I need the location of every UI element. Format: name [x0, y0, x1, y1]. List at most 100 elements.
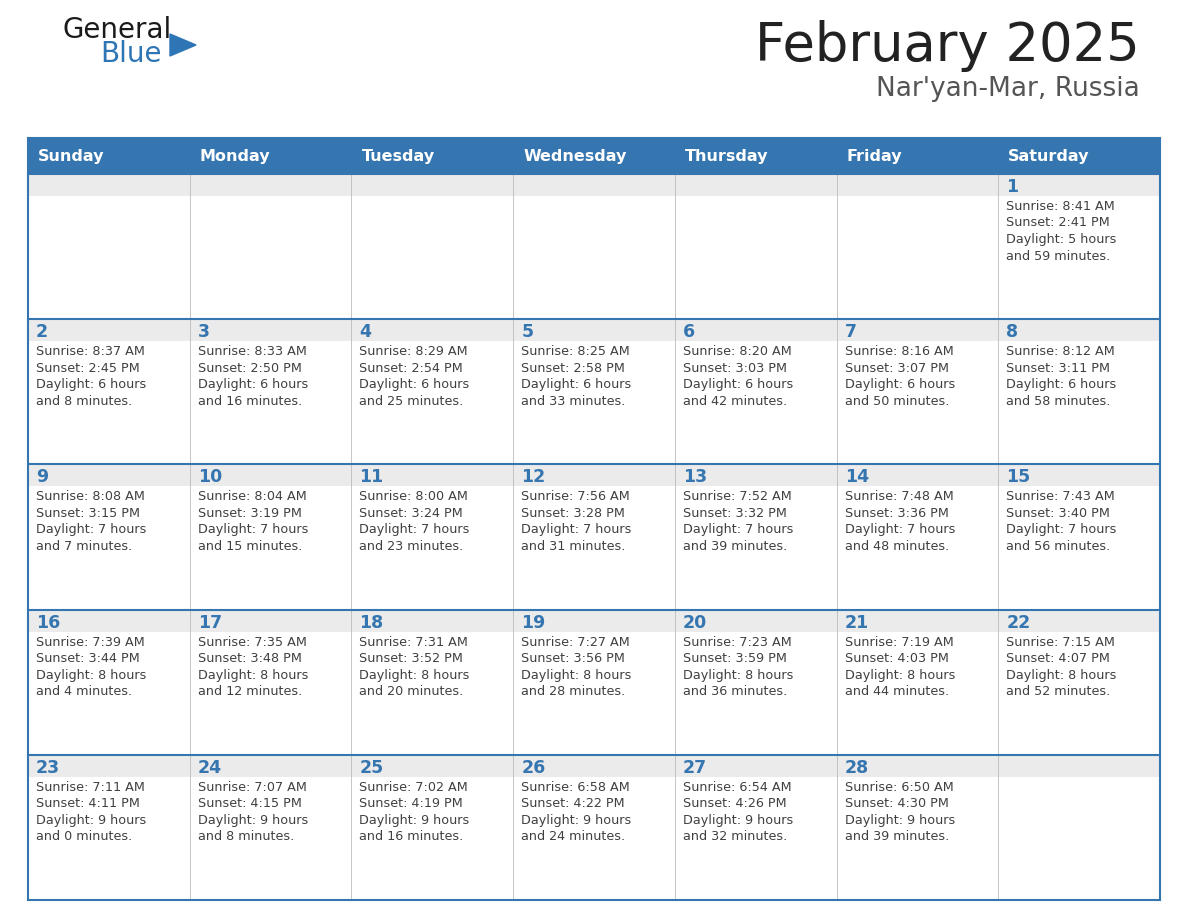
- Text: Sunrise: 7:02 AM: Sunrise: 7:02 AM: [360, 781, 468, 794]
- Bar: [352, 465, 513, 487]
- Text: Daylight: 8 hours: Daylight: 8 hours: [845, 668, 955, 681]
- Text: Sunset: 3:28 PM: Sunset: 3:28 PM: [522, 507, 625, 520]
- Bar: [513, 319, 675, 465]
- Text: Sunrise: 8:33 AM: Sunrise: 8:33 AM: [197, 345, 307, 358]
- Bar: [352, 465, 513, 610]
- Bar: [998, 610, 1159, 755]
- Text: Sunset: 3:24 PM: Sunset: 3:24 PM: [360, 507, 463, 520]
- Bar: [836, 610, 998, 632]
- Bar: [513, 755, 675, 777]
- Text: 8: 8: [1006, 323, 1018, 341]
- Text: 2: 2: [36, 323, 49, 341]
- Bar: [29, 138, 190, 174]
- Text: Daylight: 7 hours: Daylight: 7 hours: [522, 523, 632, 536]
- Text: Sunset: 3:32 PM: Sunset: 3:32 PM: [683, 507, 786, 520]
- Text: Sunrise: 8:08 AM: Sunrise: 8:08 AM: [36, 490, 145, 503]
- Text: Sunset: 3:19 PM: Sunset: 3:19 PM: [197, 507, 302, 520]
- Text: Daylight: 6 hours: Daylight: 6 hours: [360, 378, 469, 391]
- Bar: [836, 755, 998, 900]
- Bar: [29, 465, 190, 487]
- Bar: [352, 755, 513, 900]
- Text: Sunrise: 7:19 AM: Sunrise: 7:19 AM: [845, 635, 953, 649]
- Text: Sunset: 2:45 PM: Sunset: 2:45 PM: [36, 362, 140, 375]
- Text: Daylight: 8 hours: Daylight: 8 hours: [360, 668, 469, 681]
- Bar: [836, 138, 998, 174]
- Bar: [998, 319, 1159, 465]
- Text: Daylight: 7 hours: Daylight: 7 hours: [36, 523, 146, 536]
- Bar: [352, 610, 513, 755]
- Bar: [836, 465, 998, 610]
- Text: Daylight: 8 hours: Daylight: 8 hours: [36, 668, 146, 681]
- Text: and 20 minutes.: and 20 minutes.: [360, 685, 463, 698]
- Text: Sunrise: 8:41 AM: Sunrise: 8:41 AM: [1006, 200, 1116, 213]
- Text: Friday: Friday: [847, 149, 902, 163]
- Text: Daylight: 7 hours: Daylight: 7 hours: [845, 523, 955, 536]
- Bar: [836, 174, 998, 319]
- Text: Daylight: 9 hours: Daylight: 9 hours: [36, 813, 146, 827]
- Bar: [190, 174, 352, 319]
- Bar: [190, 174, 352, 196]
- Text: 5: 5: [522, 323, 533, 341]
- Text: Daylight: 9 hours: Daylight: 9 hours: [683, 813, 794, 827]
- Text: Daylight: 6 hours: Daylight: 6 hours: [36, 378, 146, 391]
- Text: Daylight: 9 hours: Daylight: 9 hours: [845, 813, 955, 827]
- Text: 20: 20: [683, 613, 707, 632]
- Text: Sunrise: 7:48 AM: Sunrise: 7:48 AM: [845, 490, 953, 503]
- Polygon shape: [170, 34, 196, 56]
- Bar: [998, 465, 1159, 610]
- Bar: [675, 755, 836, 900]
- Text: and 8 minutes.: and 8 minutes.: [36, 395, 132, 408]
- Bar: [513, 610, 675, 755]
- Text: Sunrise: 7:52 AM: Sunrise: 7:52 AM: [683, 490, 791, 503]
- Text: and 15 minutes.: and 15 minutes.: [197, 540, 302, 553]
- Text: Sunset: 4:03 PM: Sunset: 4:03 PM: [845, 652, 948, 666]
- Text: 1: 1: [1006, 178, 1018, 196]
- Text: 25: 25: [360, 759, 384, 777]
- Bar: [675, 465, 836, 610]
- Bar: [190, 610, 352, 632]
- Bar: [513, 138, 675, 174]
- Text: General: General: [62, 16, 171, 44]
- Text: 24: 24: [197, 759, 222, 777]
- Text: Daylight: 8 hours: Daylight: 8 hours: [1006, 668, 1117, 681]
- Text: Daylight: 7 hours: Daylight: 7 hours: [1006, 523, 1117, 536]
- Text: Sunrise: 8:37 AM: Sunrise: 8:37 AM: [36, 345, 145, 358]
- Text: Sunset: 2:41 PM: Sunset: 2:41 PM: [1006, 217, 1110, 230]
- Bar: [675, 319, 836, 341]
- Text: and 7 minutes.: and 7 minutes.: [36, 540, 132, 553]
- Text: Daylight: 6 hours: Daylight: 6 hours: [522, 378, 631, 391]
- Text: 4: 4: [360, 323, 372, 341]
- Text: and 56 minutes.: and 56 minutes.: [1006, 540, 1111, 553]
- Bar: [513, 319, 675, 341]
- Bar: [29, 755, 190, 777]
- Text: Sunrise: 8:12 AM: Sunrise: 8:12 AM: [1006, 345, 1116, 358]
- Text: Nar'yan-Mar, Russia: Nar'yan-Mar, Russia: [877, 76, 1140, 102]
- Bar: [29, 174, 190, 196]
- Text: Blue: Blue: [100, 40, 162, 68]
- Text: and 59 minutes.: and 59 minutes.: [1006, 250, 1111, 263]
- Text: Sunrise: 7:11 AM: Sunrise: 7:11 AM: [36, 781, 145, 794]
- Text: and 8 minutes.: and 8 minutes.: [197, 830, 293, 844]
- Bar: [513, 465, 675, 610]
- Bar: [352, 174, 513, 319]
- Text: Sunrise: 8:16 AM: Sunrise: 8:16 AM: [845, 345, 953, 358]
- Bar: [29, 465, 190, 610]
- Text: Sunset: 4:22 PM: Sunset: 4:22 PM: [522, 798, 625, 811]
- Bar: [513, 174, 675, 196]
- Bar: [998, 138, 1159, 174]
- Text: 6: 6: [683, 323, 695, 341]
- Text: Sunset: 4:07 PM: Sunset: 4:07 PM: [1006, 652, 1110, 666]
- Bar: [998, 174, 1159, 196]
- Text: Sunset: 4:26 PM: Sunset: 4:26 PM: [683, 798, 786, 811]
- Text: Sunrise: 7:15 AM: Sunrise: 7:15 AM: [1006, 635, 1116, 649]
- Text: 23: 23: [36, 759, 61, 777]
- Text: Daylight: 9 hours: Daylight: 9 hours: [522, 813, 631, 827]
- Text: Sunrise: 7:31 AM: Sunrise: 7:31 AM: [360, 635, 468, 649]
- Bar: [513, 174, 675, 319]
- Bar: [998, 174, 1159, 319]
- Text: and 0 minutes.: and 0 minutes.: [36, 830, 132, 844]
- Text: Sunset: 2:50 PM: Sunset: 2:50 PM: [197, 362, 302, 375]
- Text: Saturday: Saturday: [1009, 149, 1089, 163]
- Bar: [190, 755, 352, 777]
- Bar: [675, 610, 836, 632]
